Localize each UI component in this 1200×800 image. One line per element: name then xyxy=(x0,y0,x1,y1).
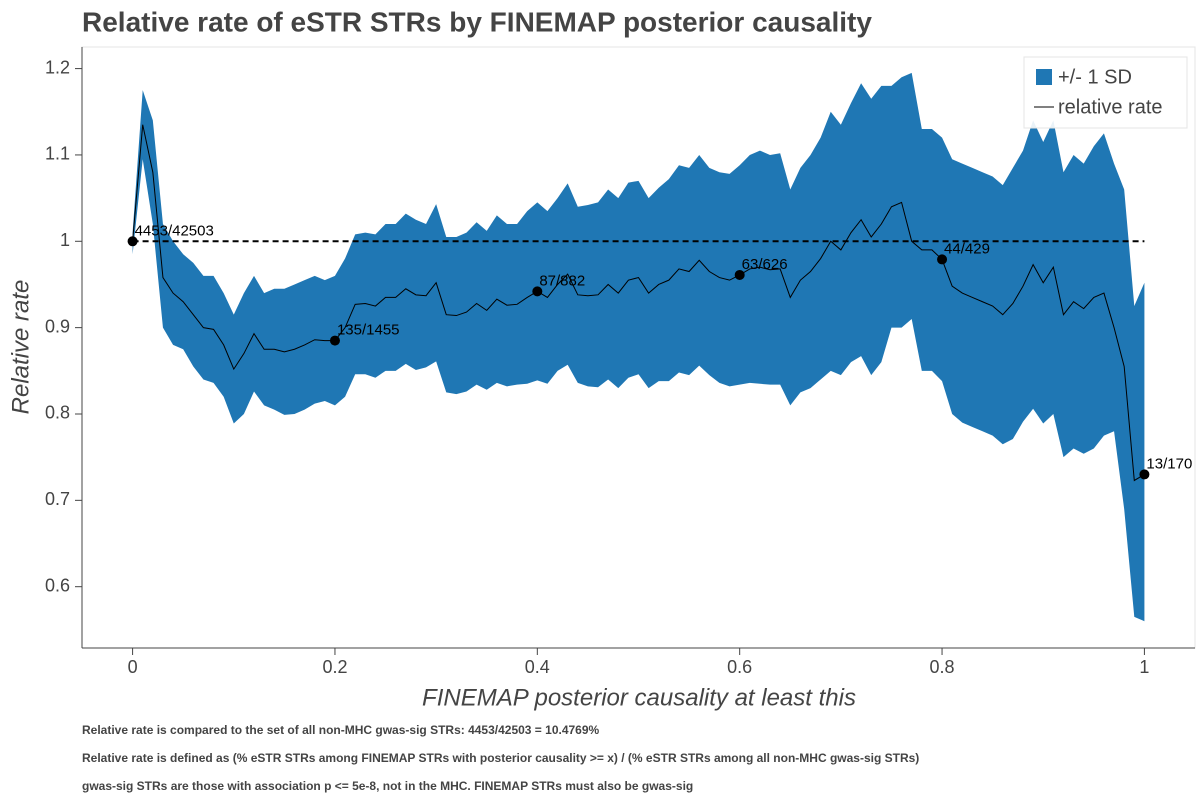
sd-band xyxy=(132,72,1145,622)
legend-box xyxy=(1023,56,1188,129)
y-tick-label: 1.2 xyxy=(45,57,70,77)
point-label: 63/626 xyxy=(742,256,788,273)
y-tick-label: 0.7 xyxy=(45,489,70,509)
footnote: Relative rate is compared to the set of … xyxy=(82,723,600,737)
point-label: 4453/42503 xyxy=(135,222,214,239)
y-tick-label: 0.9 xyxy=(45,316,70,336)
x-axis-label: FINEMAP posterior causality at least thi… xyxy=(422,684,856,711)
rate-line xyxy=(132,124,1145,482)
legend-label: +/- 1 SD xyxy=(1058,66,1132,88)
point xyxy=(532,286,543,297)
point xyxy=(329,335,340,346)
point-label: 135/1455 xyxy=(337,322,400,339)
chart-title: Relative rate of eSTR STRs by FINEMAP po… xyxy=(82,6,872,37)
point xyxy=(1139,469,1150,480)
point xyxy=(734,269,745,280)
y-tick-label: 1.1 xyxy=(45,144,70,164)
y-tick-label: 0.8 xyxy=(45,403,70,423)
x-tick-label: 0 xyxy=(128,657,138,677)
legend-swatch xyxy=(1036,69,1052,85)
x-tick-label: 0.8 xyxy=(930,657,955,677)
y-tick-label: 0.6 xyxy=(45,575,70,595)
footnote: Relative rate is defined as (% eSTR STRs… xyxy=(82,751,919,765)
point xyxy=(127,236,138,247)
point-label: 13/170 xyxy=(1146,455,1192,472)
point xyxy=(937,254,948,265)
x-tick-label: 0.6 xyxy=(727,657,752,677)
legend-label: relative rate xyxy=(1058,96,1163,118)
point-label: 87/882 xyxy=(539,272,585,289)
y-axis-label: Relative rate xyxy=(7,280,34,415)
x-tick-label: 0.4 xyxy=(525,657,550,677)
footnote: gwas-sig STRs are those with association… xyxy=(82,779,693,793)
x-tick-label: 0.2 xyxy=(322,657,347,677)
point-label: 44/429 xyxy=(944,240,990,257)
y-tick-label: 1 xyxy=(60,230,70,250)
x-tick-label: 1 xyxy=(1139,657,1149,677)
